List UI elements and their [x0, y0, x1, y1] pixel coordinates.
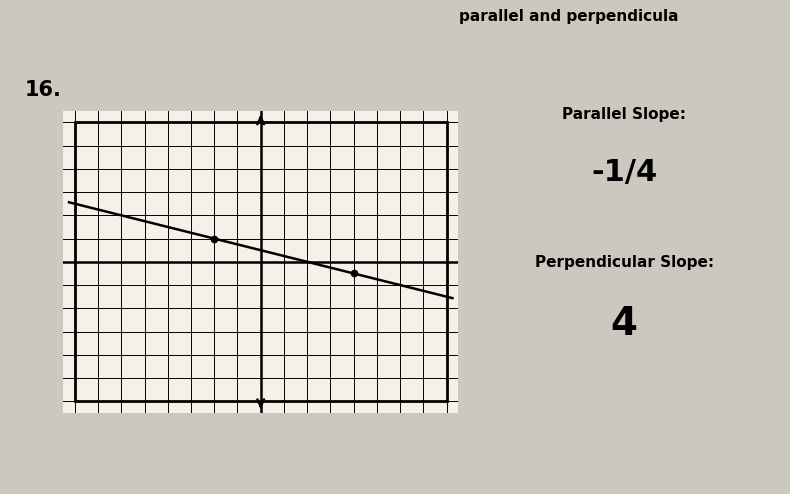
Text: Perpendicular Slope:: Perpendicular Slope:: [535, 255, 713, 270]
Text: Parallel Slope:: Parallel Slope:: [562, 107, 686, 122]
Text: 4: 4: [611, 305, 638, 343]
Text: parallel and perpendicula: parallel and perpendicula: [459, 8, 679, 24]
Text: -1/4: -1/4: [591, 158, 657, 187]
Text: 16.: 16.: [24, 80, 61, 99]
